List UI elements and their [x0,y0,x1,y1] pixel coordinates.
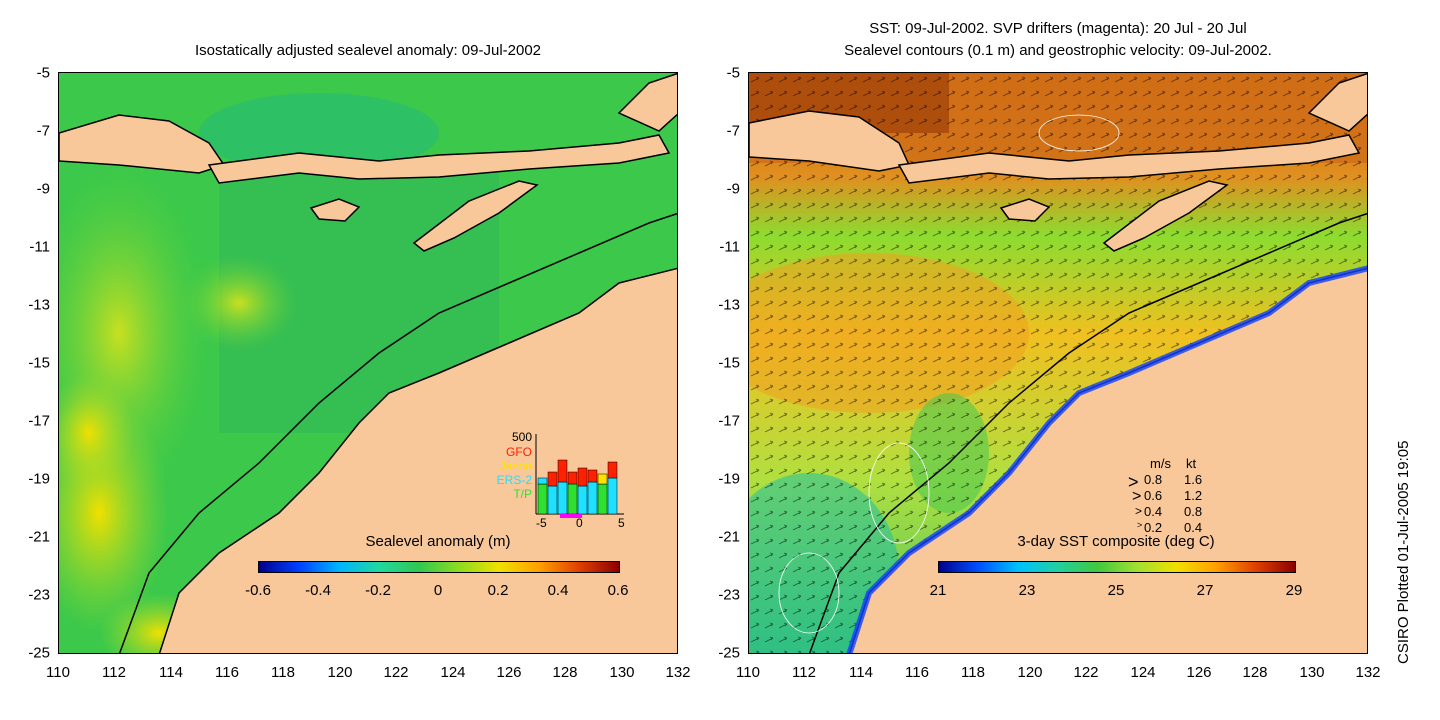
left-y-tick: -17 [28,412,50,430]
right-x-tick: 120 [1017,664,1043,681]
right-y-tick: -23 [718,586,740,604]
left-x-tick: 132 [665,664,691,681]
velocity-legend-symbol: > [1128,472,1139,492]
right-x-tick: 112 [792,664,816,681]
histogram-ymax-label: 500 [511,430,532,444]
left-y-tick: -15 [28,354,50,372]
right-y-tick: -19 [718,470,740,488]
histogram-xtick: 5 [618,516,625,530]
left-y-tick: -25 [28,644,50,662]
histogram-xtick: -5 [536,516,547,530]
left-y-tick: -11 [29,238,50,256]
left-y-tick: -13 [28,296,50,314]
right-x-tick: 124 [1130,664,1156,681]
left-x-tick: 126 [496,664,522,681]
sealevel-colorbar-tick: -0.2 [365,582,391,599]
right-map-title-line2: Sealevel contours (0.1 m) and geostrophi… [844,42,1272,59]
left-x-tick: 118 [271,664,295,681]
right-y-tick: -17 [718,412,740,430]
velocity-legend-ms: 0.8 [1144,472,1163,487]
velocity-legend-kt: 1.6 [1184,472,1203,487]
right-x-tick: 118 [961,664,985,681]
credit-text: CSIRO Plotted 01-Jul-2005 19:05 [1395,440,1412,664]
right-y-tick: -5 [726,64,740,82]
left-x-tick: 122 [383,664,409,681]
left-x-tick: 120 [327,664,353,681]
right-x-tick: 114 [849,664,873,681]
right-y-tick: -13 [718,296,740,314]
left-y-tick: -9 [36,180,50,198]
velocity-legend-symbol: > [1137,520,1143,530]
sst-colorbar-tick: 23 [1018,582,1036,599]
right-y-tick: -11 [719,238,740,256]
velocity-legend-header-kt: kt [1186,456,1197,471]
sealevel-colorbar-tick: -0.6 [245,582,271,599]
left-y-tick: -5 [36,64,50,82]
right-y-tick: -21 [718,528,740,546]
altimeter-histogram: 500 GFO Jason ERS-2 T/P -5 0 5 [476,430,636,530]
histogram-bars [535,434,624,518]
right-x-tick: 132 [1355,664,1381,681]
left-x-tick: 128 [552,664,578,681]
sst-colorbar-tick: 29 [1285,582,1303,599]
sealevel-anomaly-map [58,72,678,654]
velocity-legend-ms: 0.2 [1144,520,1163,535]
left-x-tick: 116 [215,664,239,681]
left-x-tick: 130 [609,664,635,681]
sealevel-colorbar-tick: 0.2 [487,582,509,599]
right-x-tick: 130 [1299,664,1325,681]
right-map-title-line1: SST: 09-Jul-2002. SVP drifters (magenta)… [869,20,1247,37]
sealevel-colorbar-tick: 0.4 [547,582,569,599]
velocity-legend-kt: 1.2 [1184,488,1203,503]
left-map-title: Isostatically adjusted sealevel anomaly:… [194,42,542,59]
sst-colorbar-tick: 27 [1196,582,1214,599]
right-x-tick: 122 [1073,664,1099,681]
right-x-tick: 116 [905,664,929,681]
sst-map [748,72,1368,654]
left-x-tick: 114 [159,664,183,681]
sealevel-colorbar-label: Sealevel anomaly (m) [365,533,511,550]
right-x-tick: 110 [736,664,760,681]
sst-map-graphic [749,73,1367,653]
right-y-tick: -7 [726,122,740,140]
left-x-tick: 124 [440,664,466,681]
sst-colorbar [938,561,1296,573]
right-y-tick: -25 [718,644,740,662]
left-x-tick: 110 [46,664,70,681]
velocity-legend-symbol: > [1132,488,1142,505]
left-x-tick: 112 [102,664,126,681]
velocity-legend-kt: 0.8 [1184,504,1203,519]
velocity-legend-symbol: > [1135,504,1143,518]
velocity-legend: m/s kt > 0.8 1.6 > 0.6 1.2 > 0.4 0.8 > 0… [1128,456,1248,540]
velocity-legend-kt: 0.4 [1184,520,1203,535]
sealevel-anomaly-map-graphic [59,73,677,653]
histogram-xtick: 0 [576,516,583,530]
velocity-legend-ms: 0.6 [1144,488,1163,503]
right-x-tick: 126 [1186,664,1212,681]
left-y-tick: -19 [28,470,50,488]
histogram-series-jason: Jason [499,459,532,473]
velocity-legend-ms: 0.4 [1144,504,1163,519]
right-y-tick: -15 [718,354,740,372]
sst-colorbar-tick: 25 [1107,582,1125,599]
sst-colorbar-label: 3-day SST composite (deg C) [1017,533,1215,550]
left-y-tick: -21 [28,528,50,546]
histogram-series-ers2: ERS-2 [496,473,532,487]
left-y-tick: -23 [28,586,50,604]
sealevel-colorbar-tick: -0.4 [305,582,331,599]
histogram-series-gfo: GFO [506,445,532,459]
sealevel-colorbar [258,561,620,573]
velocity-legend-header-ms: m/s [1150,456,1171,471]
histogram-series-tp: T/P [513,487,532,501]
right-y-tick: -9 [726,180,740,198]
right-x-tick: 128 [1242,664,1268,681]
sst-colorbar-tick: 21 [929,582,947,599]
left-y-tick: -7 [36,122,50,140]
sealevel-colorbar-tick: 0.6 [607,582,629,599]
sealevel-colorbar-tick: 0 [433,582,443,599]
